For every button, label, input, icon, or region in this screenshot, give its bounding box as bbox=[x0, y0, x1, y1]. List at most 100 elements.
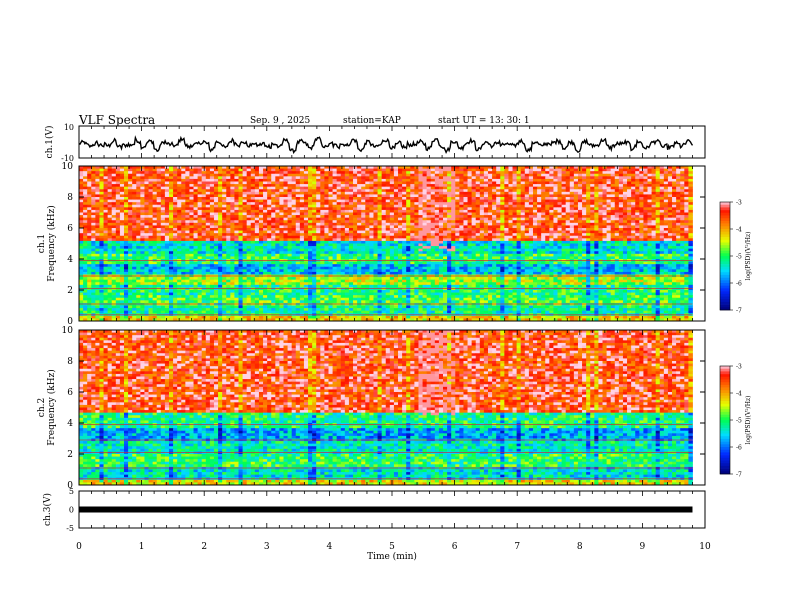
ch1-spectrogram-cell bbox=[508, 166, 513, 169]
ch1-spectrogram-cell bbox=[622, 220, 628, 224]
ch1-spectrogram-cell bbox=[123, 215, 129, 219]
ch1-spectrogram-cell bbox=[209, 199, 215, 203]
ch1-spectrogram-cell bbox=[148, 202, 154, 206]
ch1-spectrogram-cell bbox=[283, 243, 288, 247]
ch1-spectrogram-cell bbox=[577, 207, 583, 211]
ch1-spectrogram-cell bbox=[655, 235, 661, 239]
ch1-spectrogram-cell bbox=[618, 191, 624, 195]
ch1-spectrogram-cell bbox=[279, 181, 284, 185]
ch1-spectrogram-cell bbox=[336, 228, 342, 231]
ch1-spectrogram-cell bbox=[324, 248, 329, 252]
ch1-spectrogram-cell bbox=[663, 186, 669, 190]
ch1-spectrogram-cell bbox=[537, 228, 542, 231]
ch1-spectrogram-cell bbox=[87, 235, 92, 239]
ch1-spectrogram-cell bbox=[230, 215, 235, 219]
ch1-spectrogram-cell bbox=[132, 194, 137, 198]
ch1-spectrogram-cell bbox=[496, 246, 501, 250]
ch1-ytick-label: -10 bbox=[61, 154, 74, 163]
ch1-spectrogram-cell bbox=[528, 217, 534, 221]
ch1-spectrogram-cell bbox=[500, 202, 505, 206]
ch1-spectrogram-cell bbox=[647, 184, 652, 188]
ch1-spectrogram-cell bbox=[185, 199, 190, 203]
ch1-spectrogram-cell bbox=[263, 235, 268, 239]
ch1-spectrogram-cell bbox=[238, 166, 243, 169]
ch1-spectrogram-cell bbox=[443, 228, 448, 231]
ch1-spectrogram-cell bbox=[553, 184, 558, 188]
ch1-spectrogram-cell bbox=[622, 230, 628, 234]
ch1-spectrogram-cell bbox=[455, 191, 460, 195]
ch1-spectrogram-cell bbox=[283, 168, 288, 172]
ch1-spectrogram-cell bbox=[622, 194, 628, 198]
ch1-spectrogram-cell bbox=[455, 194, 460, 198]
ch1-spectrogram-cell bbox=[369, 243, 374, 247]
ch1-spectrogram-cell bbox=[328, 197, 333, 200]
ch1-spectrogram-cell bbox=[475, 202, 481, 206]
ch1-spectrogram-cell bbox=[234, 215, 239, 219]
ch1-spectrogram-cell bbox=[610, 168, 616, 172]
ch1-spectrogram-cell bbox=[246, 222, 252, 226]
ch1-spectrogram-cell bbox=[173, 225, 178, 229]
ch1-spectrogram-cell bbox=[598, 191, 603, 195]
ch1-spectrogram-cell bbox=[99, 235, 104, 239]
ch1-spectrogram-cell bbox=[643, 240, 648, 244]
ch1-spectrogram-cell bbox=[557, 168, 562, 172]
ch1-spectrogram-cell bbox=[508, 197, 513, 200]
ch1-spectrogram-cell bbox=[115, 238, 121, 242]
ch1-spectrogram-cell bbox=[659, 215, 665, 219]
ch1-spectrogram-cell bbox=[618, 240, 624, 244]
ch1-spectrogram-cell bbox=[631, 215, 636, 219]
ch1-spectrogram-cell bbox=[684, 189, 689, 193]
ch1-spectrogram-cell bbox=[643, 189, 648, 193]
ch1-spectrogram-cell bbox=[528, 220, 534, 224]
ch1-spectrogram-cell bbox=[430, 189, 436, 193]
ch1-spectrogram-cell bbox=[369, 191, 374, 195]
ch1-spectrogram-cell bbox=[430, 212, 436, 216]
ch1-spectrogram-cell bbox=[667, 217, 673, 221]
ch1-spectrogram-cell bbox=[520, 202, 526, 206]
ch1-spectrogram-cell bbox=[627, 207, 632, 211]
ch1-spectrogram-cell bbox=[635, 168, 640, 172]
ch1-spectrogram-cell bbox=[148, 194, 154, 198]
ch1-spectrogram-cell bbox=[586, 243, 591, 247]
ch1-spectrogram-cell bbox=[79, 217, 84, 221]
ch1-spectrogram-cell bbox=[344, 191, 350, 195]
ch1-spectrogram-cell bbox=[528, 222, 534, 226]
ch1-spectrogram-cell bbox=[451, 209, 456, 213]
ch1-spectrogram-cell bbox=[197, 176, 203, 180]
ch1-spectrogram-cell bbox=[332, 166, 338, 169]
ch1-spectrogram-cell bbox=[83, 217, 88, 221]
ch1-spectrogram-cell bbox=[99, 212, 104, 216]
ch1-spectrogram-cell bbox=[659, 168, 665, 172]
ch1-spectrogram-cell bbox=[537, 235, 542, 239]
ch1-spectrogram-cell bbox=[271, 197, 276, 200]
ch1-spectrogram-cell bbox=[398, 166, 403, 169]
ch1-spectrogram-cell bbox=[520, 238, 526, 242]
ch1-spectrogram-cell bbox=[537, 215, 542, 219]
ch1-spectrogram-cell bbox=[275, 176, 280, 180]
ch1-spectrogram-cell bbox=[659, 246, 665, 250]
ch1-spectrogram-cell bbox=[365, 168, 370, 172]
ch1-spectrogram-cell bbox=[128, 168, 133, 172]
ch1-spectrogram-cell bbox=[463, 171, 468, 175]
ch1-spectrogram-cell bbox=[222, 168, 227, 172]
ch1-spectrogram-cell bbox=[365, 191, 370, 195]
ch1-spectrogram-cell bbox=[573, 222, 579, 226]
ch1-spectrogram-cell bbox=[393, 181, 399, 185]
ch1-spectrogram-cell bbox=[422, 199, 428, 203]
ch1-spectrogram-cell bbox=[173, 240, 178, 244]
ch1-spectrogram-cell bbox=[209, 238, 215, 242]
ch1-spectrogram-cell bbox=[569, 225, 575, 229]
ch1-spectrogram-cell bbox=[545, 235, 550, 239]
ch1-spectrogram-cell bbox=[549, 202, 554, 206]
ch1-spectrogram-cell bbox=[283, 181, 288, 185]
ch1-spectrogram-cell bbox=[173, 233, 178, 237]
ch1-spectrogram-cell bbox=[226, 233, 231, 237]
ch1-spectrogram-cell bbox=[680, 184, 685, 188]
ch1-spectrogram-cell bbox=[667, 184, 673, 188]
ch1-spectrogram-cell bbox=[447, 194, 452, 198]
ch1-spectrogram-cell bbox=[361, 238, 366, 242]
ch1-spectrogram-cell bbox=[222, 215, 227, 219]
ch1-spectrogram-cell bbox=[532, 202, 538, 206]
ch1-spectrogram-cell bbox=[475, 207, 481, 211]
ch1-spectrogram-cell bbox=[312, 228, 317, 231]
